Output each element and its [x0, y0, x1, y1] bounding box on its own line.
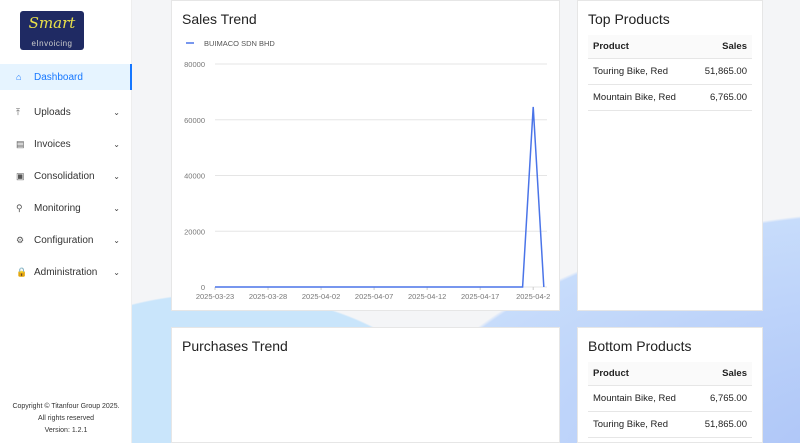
- table-header: Product Sales: [588, 35, 752, 59]
- lock-icon: 🔒: [16, 266, 28, 277]
- x-tick-label: 2025-04-17: [461, 292, 499, 301]
- chevron-down-icon: ⌄: [113, 203, 120, 213]
- upload-icon: ⤒: [16, 106, 20, 117]
- sidebar-footer: Copyright © Titanfour Group 2025. All ri…: [0, 401, 132, 437]
- sidebar-item-monitoring[interactable]: ⚲ Monitoring ⌄: [0, 192, 132, 224]
- sales-cell: 51,865.00: [692, 58, 752, 85]
- purchases-trend-card: Purchases Trend: [171, 327, 560, 443]
- column-header: Product: [588, 35, 693, 59]
- sales-cell: 6,765.00: [692, 84, 752, 111]
- container-icon: ▣: [16, 170, 25, 181]
- x-tick-label: 2025-04-07: [355, 292, 393, 301]
- sidebar-item-dashboard[interactable]: ⌂ Dashboard: [0, 64, 132, 90]
- rights: All rights reserved: [37, 415, 95, 422]
- sidebar-item-configuration[interactable]: ⚙ Configuration ⌄: [0, 224, 132, 256]
- sidebar: Smart eInvoicing ⌂ Dashboard ⤒ Uploads ⌄ ▤ Invo…: [0, 0, 132, 443]
- sales-trend-chart: BUIMACO SDN BHD 0 20000 40000 60000 80000 2025…: [184, 39, 550, 301]
- file-search-icon: ⚲: [16, 202, 23, 213]
- y-tick-label: 40000: [184, 172, 205, 181]
- product-cell: Mountain Bike, Red: [588, 385, 693, 412]
- chevron-down-icon: ⌄: [113, 267, 120, 277]
- table-row: Mountain Bike, Red 6,765.00: [588, 84, 752, 111]
- y-tick-label: 80000: [184, 60, 205, 69]
- gear-icon: ⚙: [16, 234, 25, 245]
- table-header: Product Sales: [588, 362, 752, 386]
- product-cell: Touring Bike, Red: [588, 411, 693, 438]
- home-icon: ⌂: [16, 72, 22, 82]
- x-tick-label: 2025-04-02: [302, 292, 340, 301]
- x-tick-label: 2025-03-28: [249, 292, 287, 301]
- column-header: Product: [588, 362, 693, 386]
- x-tick-label: 2025-04-2: [516, 292, 550, 301]
- product-cell: Touring Bike, Red: [588, 58, 693, 85]
- sidebar-item-label: Administration: [34, 266, 98, 278]
- table-row: Touring Bike, Red 51,865.00: [588, 411, 752, 438]
- sidebar-item-label: Configuration: [34, 234, 94, 246]
- series-line-buimaco: [215, 106, 545, 288]
- version: Version: 1.2.1: [44, 427, 88, 434]
- sidebar-item-label: Dashboard: [34, 71, 83, 83]
- x-tick-label: 2025-03-23: [196, 292, 234, 301]
- card-title: Top Products: [588, 11, 670, 27]
- y-tick-label: 20000: [184, 227, 205, 236]
- bottom-products-table: Product Sales Mountain Bike, Red 6,765.00 To…: [588, 362, 752, 438]
- product-cell: Mountain Bike, Red: [588, 84, 693, 111]
- bottom-products-card: Bottom Products Product Sales Mountain Bik…: [577, 327, 763, 443]
- table-row: Touring Bike, Red 51,865.00: [588, 58, 752, 85]
- file-icon: ▤: [16, 138, 25, 149]
- column-header: Sales: [692, 362, 752, 386]
- top-products-table: Product Sales Touring Bike, Red 51,865.00 Mo…: [588, 35, 752, 111]
- top-products-card: Top Products Product Sales Touring Bike, R…: [577, 0, 763, 311]
- sidebar-nav: ⌂ Dashboard ⤒ Uploads ⌄ ▤ Invoices ⌄ ▣ Consolidat…: [0, 64, 132, 288]
- sidebar-item-label: Monitoring: [34, 202, 81, 214]
- sales-cell: 51,865.00: [692, 411, 752, 438]
- sales-cell: 6,765.00: [692, 385, 752, 412]
- copyright: Copyright © Titanfour Group 2025.: [12, 403, 120, 410]
- sidebar-item-label: Consolidation: [34, 170, 95, 182]
- sidebar-item-administration[interactable]: 🔒 Administration ⌄: [0, 256, 132, 288]
- legend-label: BUIMACO SDN BHD: [204, 39, 275, 48]
- card-title: Sales Trend: [182, 11, 257, 27]
- y-tick-label: 0: [201, 283, 205, 292]
- x-tick-label: 2025-04-12: [408, 292, 446, 301]
- card-title: Purchases Trend: [182, 338, 288, 354]
- logo[interactable]: Smart eInvoicing: [20, 11, 84, 50]
- sidebar-item-invoices[interactable]: ▤ Invoices ⌄: [0, 128, 132, 160]
- sidebar-item-label: Invoices: [34, 138, 71, 150]
- chevron-down-icon: ⌄: [113, 171, 120, 181]
- card-title: Bottom Products: [588, 338, 692, 354]
- y-tick-label: 60000: [184, 116, 205, 125]
- chevron-down-icon: ⌄: [113, 235, 120, 245]
- table-row: Mountain Bike, Red 6,765.00: [588, 385, 752, 412]
- chevron-down-icon: ⌄: [113, 139, 120, 149]
- sidebar-item-label: Uploads: [34, 106, 71, 118]
- sidebar-item-uploads[interactable]: ⤒ Uploads ⌄: [0, 96, 132, 128]
- sales-trend-card: Sales Trend BUIMACO SDN BHD 0 20000 40000 60…: [171, 0, 560, 311]
- column-header: Sales: [692, 35, 752, 59]
- sidebar-item-consolidation[interactable]: ▣ Consolidation ⌄: [0, 160, 132, 192]
- chevron-down-icon: ⌄: [113, 107, 120, 117]
